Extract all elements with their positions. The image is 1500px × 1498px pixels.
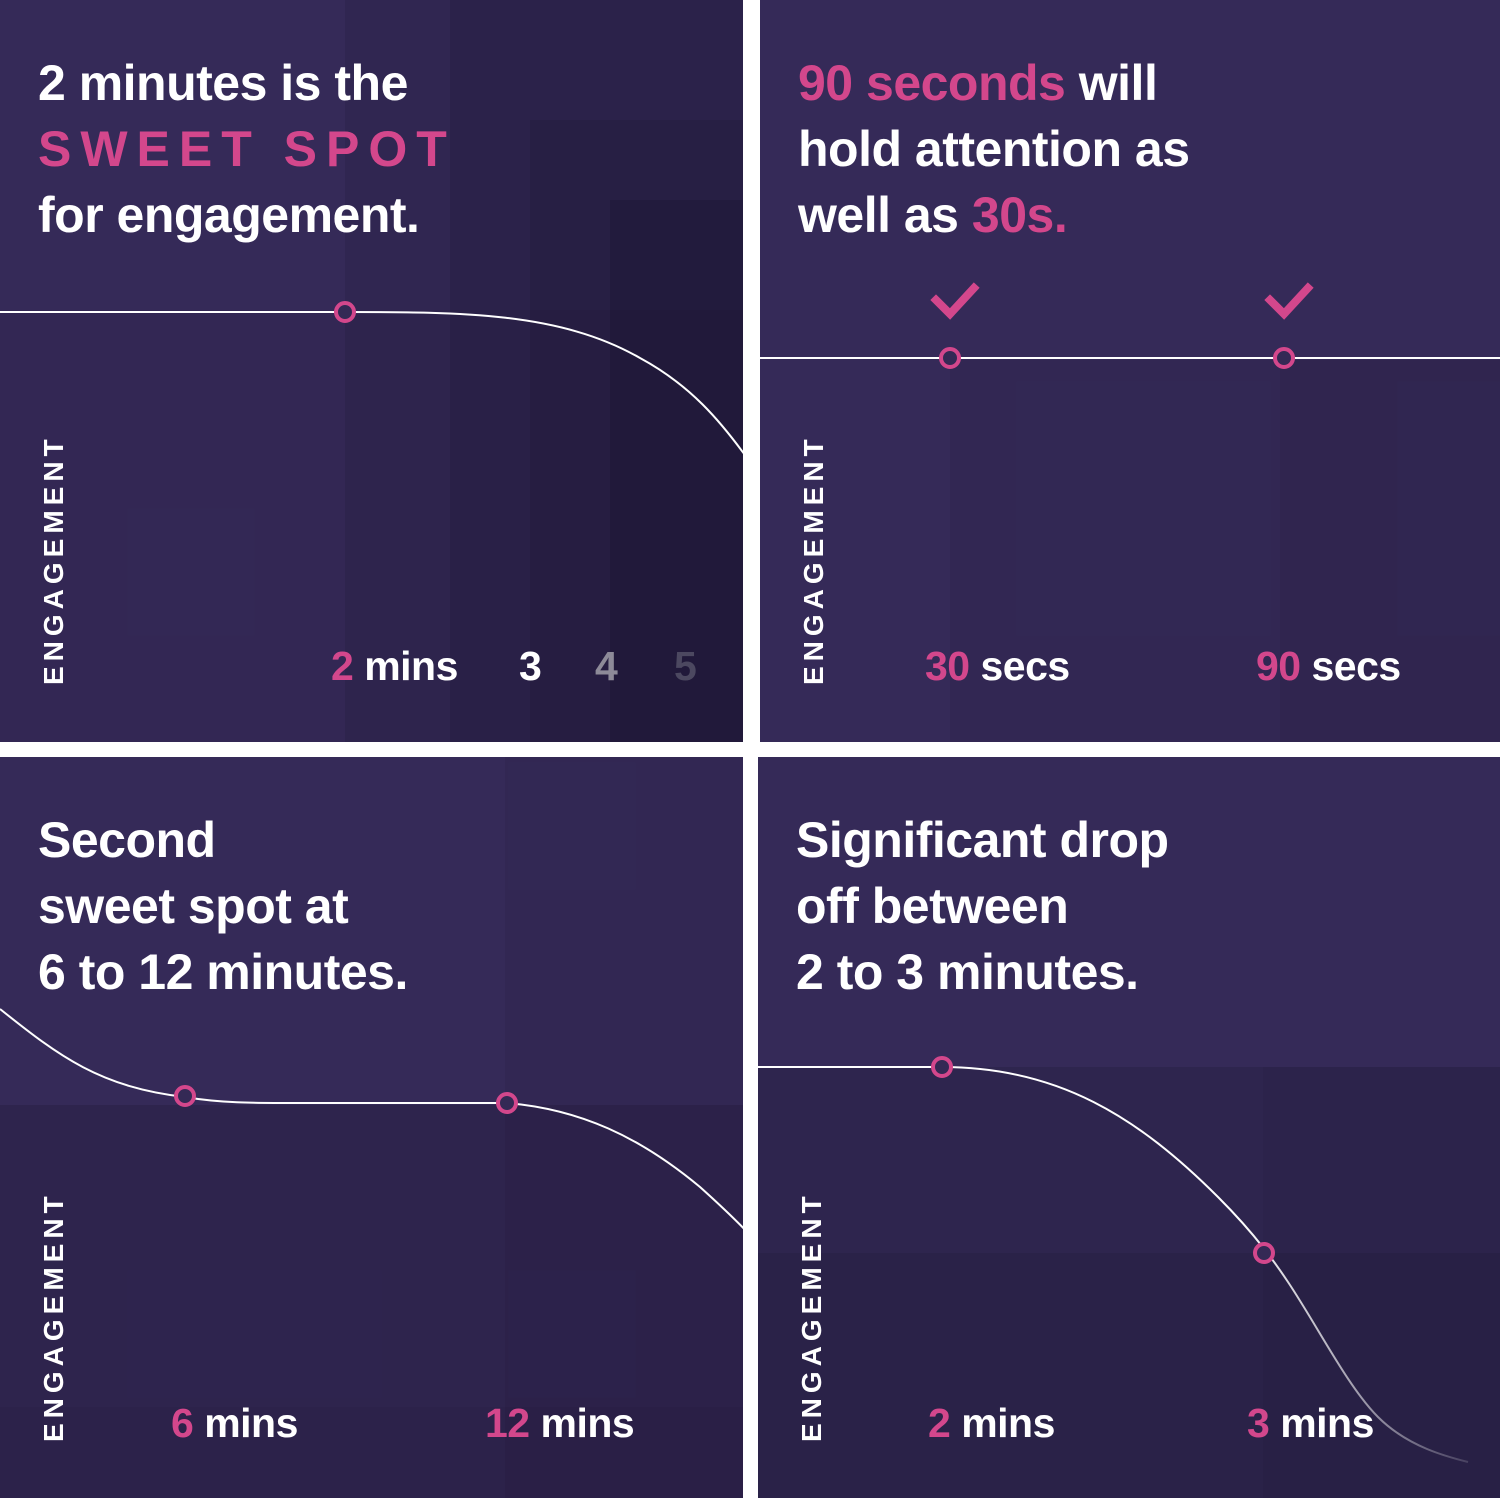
engagement-line-plot <box>758 1056 1469 1463</box>
headline-line-1: Significant drop <box>796 812 1169 868</box>
headline-text: will <box>1065 55 1158 111</box>
y-axis-label: ENGAGEMENT <box>796 1191 827 1442</box>
check-icon <box>1264 282 1314 320</box>
x-tick-unit: mins <box>529 1400 635 1446</box>
headline: Significant drop off between 2 to 3 minu… <box>796 807 1169 1005</box>
x-tick-label: 2 mins <box>331 643 458 690</box>
x-tick-value: 30 <box>925 643 970 689</box>
data-point-marker <box>496 1092 518 1114</box>
x-tick-value: 2 <box>331 643 354 689</box>
x-tick-label: 90 secs <box>1256 643 1401 690</box>
x-tick-label: 6 mins <box>171 1400 298 1447</box>
x-tick-unit: mins <box>1269 1400 1374 1446</box>
headline-highlight: 30s. <box>971 187 1068 243</box>
headline-highlight: 90 seconds <box>798 55 1066 111</box>
headline-line-2: sweet spot at <box>38 878 349 934</box>
x-tick-value: 90 <box>1256 643 1301 689</box>
engagement-line-plot <box>0 301 743 455</box>
headline: 2 minutes is the SWEET SPOT for engageme… <box>38 50 456 248</box>
headline-highlight: SWEET SPOT <box>38 121 456 177</box>
y-axis-label: ENGAGEMENT <box>38 434 69 685</box>
x-tick-unit: mins <box>193 1400 298 1446</box>
x-tick-value: 3 <box>1247 1400 1270 1446</box>
x-tick-label: 30 secs <box>925 643 1070 690</box>
headline: 90 seconds will hold attention as well a… <box>798 50 1190 248</box>
x-tick-value: 2 <box>928 1400 951 1446</box>
headline-line-1: Second <box>38 812 216 868</box>
y-axis-label: ENGAGEMENT <box>798 434 829 685</box>
chart-panel-2: 90 seconds will hold attention as well a… <box>760 0 1500 742</box>
engagement-line-plot <box>760 282 1500 369</box>
engagement-curve <box>0 1008 743 1230</box>
data-point-marker <box>931 1056 953 1078</box>
x-tick-value: 6 <box>171 1400 194 1446</box>
x-tick-unit: mins <box>353 643 458 689</box>
data-point-marker <box>939 347 961 369</box>
headline-line-3: well as 30s. <box>798 182 1190 248</box>
headline-line-3: 6 to 12 minutes. <box>38 944 408 1000</box>
x-tick-label: 12 mins <box>485 1400 635 1447</box>
headline-line-2: off between <box>796 878 1069 934</box>
x-tick-label: 3 mins <box>1247 1400 1374 1447</box>
x-tick-label: 4 <box>595 643 618 689</box>
engagement-curve <box>758 1066 1469 1463</box>
check-icon <box>930 282 980 320</box>
headline: Second sweet spot at 6 to 12 minutes. <box>38 807 408 1005</box>
data-point-marker <box>1253 1242 1275 1264</box>
chart-panel-1: 2 minutes is the SWEET SPOT for engageme… <box>0 0 743 742</box>
x-tick-unit: mins <box>950 1400 1055 1446</box>
x-tick-unit: secs <box>969 643 1071 689</box>
data-point-marker <box>174 1085 196 1107</box>
x-tick-value: 12 <box>485 1400 530 1446</box>
engagement-line-plot <box>0 1008 743 1230</box>
headline-line-1: 2 minutes is the <box>38 55 408 111</box>
chart-panel-3: Second sweet spot at 6 to 12 minutes. EN… <box>0 757 743 1498</box>
headline-line-3: for engagement. <box>38 187 420 243</box>
x-tick-label: 2 mins <box>928 1400 1055 1447</box>
headline-line-3: 2 to 3 minutes. <box>796 944 1139 1000</box>
data-point-marker <box>334 301 356 323</box>
x-tick-label: 3 <box>519 643 542 689</box>
headline-line-2: hold attention as <box>798 121 1190 177</box>
x-tick-unit: secs <box>1300 643 1402 689</box>
headline-line-1: 90 seconds will <box>798 50 1190 116</box>
engagement-curve <box>0 311 743 455</box>
x-tick-label: 5 <box>674 643 697 689</box>
y-axis-label: ENGAGEMENT <box>38 1191 69 1442</box>
chart-panel-4: Significant drop off between 2 to 3 minu… <box>758 757 1500 1498</box>
data-point-marker <box>1273 347 1295 369</box>
headline-text: well as <box>798 187 972 243</box>
